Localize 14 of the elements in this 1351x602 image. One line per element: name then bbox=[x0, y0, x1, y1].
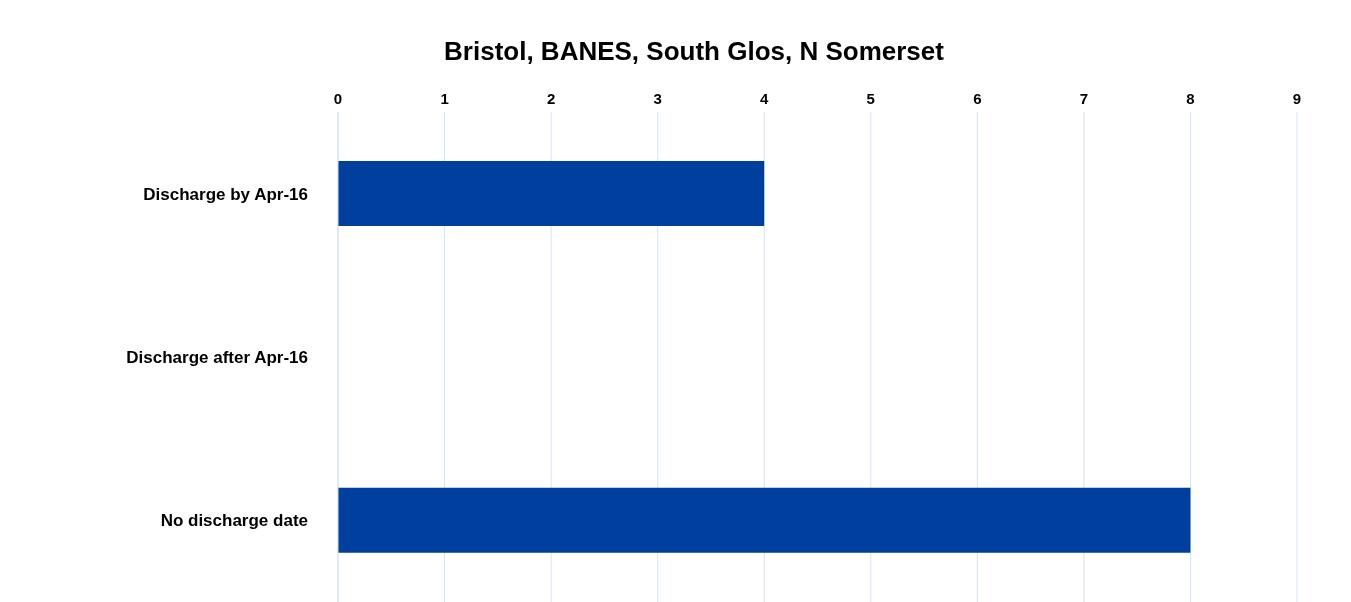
y-tick-label: Discharge after Apr-16 bbox=[126, 348, 308, 368]
x-tick-label: 5 bbox=[866, 90, 875, 107]
x-tick-label: 7 bbox=[1079, 90, 1089, 107]
x-tick-label: 4 bbox=[760, 90, 770, 107]
x-tick-label: 8 bbox=[1186, 90, 1195, 107]
x-tick-label: 3 bbox=[653, 90, 662, 107]
y-tick-label: No discharge date bbox=[160, 511, 308, 531]
x-tick-label: 0 bbox=[333, 90, 343, 107]
x-tick-label: 6 bbox=[973, 90, 982, 107]
chart-title: Bristol, BANES, South Glos, N Somerset bbox=[443, 36, 945, 67]
x-tick-label: 2 bbox=[546, 90, 556, 107]
x-tick-label: 9 bbox=[1292, 90, 1302, 107]
y-tick-label: Discharge by Apr-16 bbox=[143, 184, 308, 204]
x-tick-label: 1 bbox=[440, 90, 449, 107]
